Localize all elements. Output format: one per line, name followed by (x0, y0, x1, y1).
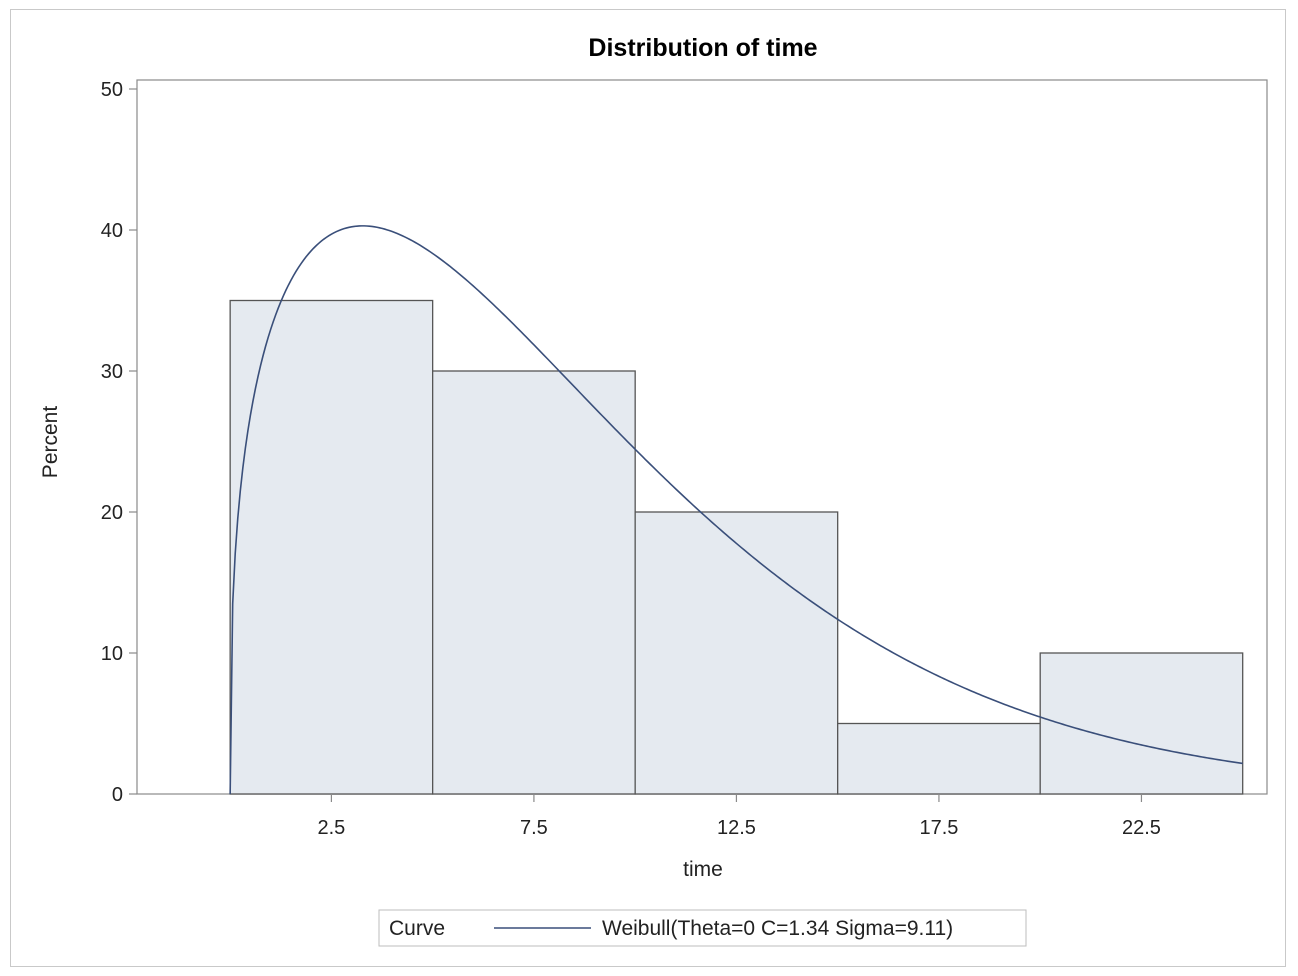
histogram-bar (1039, 652, 1244, 795)
y-axis-label: Percent (39, 406, 62, 479)
legend-entry-weibull: Weibull(Theta=0 C=1.34 Sigma=9.11) (602, 917, 953, 940)
x-tick-label: 22.5 (1122, 817, 1161, 839)
histogram-bar (837, 722, 1041, 795)
x-axis: 2.5 7.5 12.5 17.5 22.5 (318, 794, 1161, 839)
histogram-bar (229, 299, 434, 795)
histogram-bar (432, 370, 636, 795)
legend: Curve Weibull(Theta=0 C=1.34 Sigma=9.11) (378, 909, 1027, 947)
y-tick-label: 50 (101, 79, 123, 101)
y-tick-label: 0 (112, 784, 123, 806)
x-tick-label: 7.5 (520, 817, 548, 839)
chart-frame (10, 9, 1286, 967)
bars-group (229, 299, 1244, 795)
y-tick-label: 40 (101, 220, 123, 242)
x-tick-label: 17.5 (919, 817, 958, 839)
y-tick-label: 10 (101, 643, 123, 665)
chart-title: Distribution of time (588, 34, 817, 62)
weibull-curve (229, 225, 1243, 795)
legend-title: Curve (389, 917, 445, 940)
x-tick-label: 12.5 (717, 817, 756, 839)
x-tick-label: 2.5 (318, 817, 346, 839)
x-axis-label: time (683, 858, 723, 881)
y-tick-label: 30 (101, 361, 123, 383)
legend-box (378, 909, 1027, 947)
y-axis: 0 10 20 30 40 50 (101, 79, 137, 806)
histogram-bar (634, 511, 839, 795)
y-tick-label: 20 (101, 502, 123, 524)
